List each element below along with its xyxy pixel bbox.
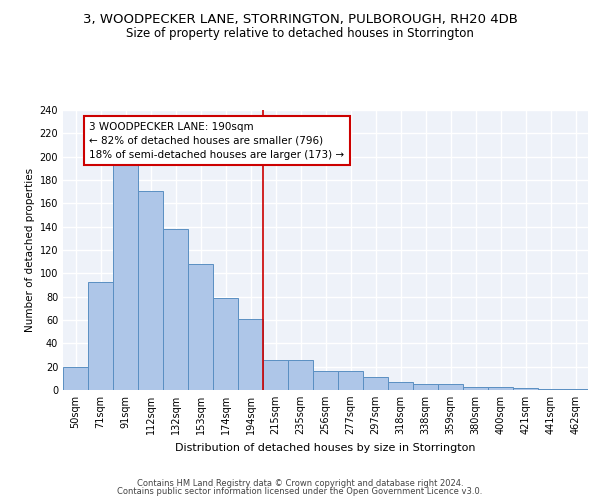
Bar [63, 366, 88, 390]
Text: Size of property relative to detached houses in Storrington: Size of property relative to detached ho… [126, 28, 474, 40]
Bar [463, 386, 488, 390]
Bar [163, 229, 188, 390]
Bar [313, 372, 338, 390]
Bar [488, 386, 513, 390]
Bar [563, 389, 588, 390]
Bar [138, 190, 163, 390]
Text: 3 WOODPECKER LANE: 190sqm
← 82% of detached houses are smaller (796)
18% of semi: 3 WOODPECKER LANE: 190sqm ← 82% of detac… [89, 122, 344, 160]
Bar [513, 388, 538, 390]
Bar [288, 360, 313, 390]
Bar [238, 319, 263, 390]
Bar [213, 298, 238, 390]
X-axis label: Distribution of detached houses by size in Storrington: Distribution of detached houses by size … [175, 442, 476, 452]
Y-axis label: Number of detached properties: Number of detached properties [25, 168, 35, 332]
Bar [263, 360, 288, 390]
Bar [188, 264, 213, 390]
Text: 3, WOODPECKER LANE, STORRINGTON, PULBOROUGH, RH20 4DB: 3, WOODPECKER LANE, STORRINGTON, PULBORO… [83, 12, 517, 26]
Bar [413, 384, 438, 390]
Text: Contains HM Land Registry data © Crown copyright and database right 2024.: Contains HM Land Registry data © Crown c… [137, 478, 463, 488]
Bar [363, 377, 388, 390]
Bar [88, 282, 113, 390]
Bar [338, 372, 363, 390]
Bar [113, 156, 138, 390]
Bar [388, 382, 413, 390]
Bar [538, 389, 563, 390]
Bar [438, 384, 463, 390]
Text: Contains public sector information licensed under the Open Government Licence v3: Contains public sector information licen… [118, 487, 482, 496]
